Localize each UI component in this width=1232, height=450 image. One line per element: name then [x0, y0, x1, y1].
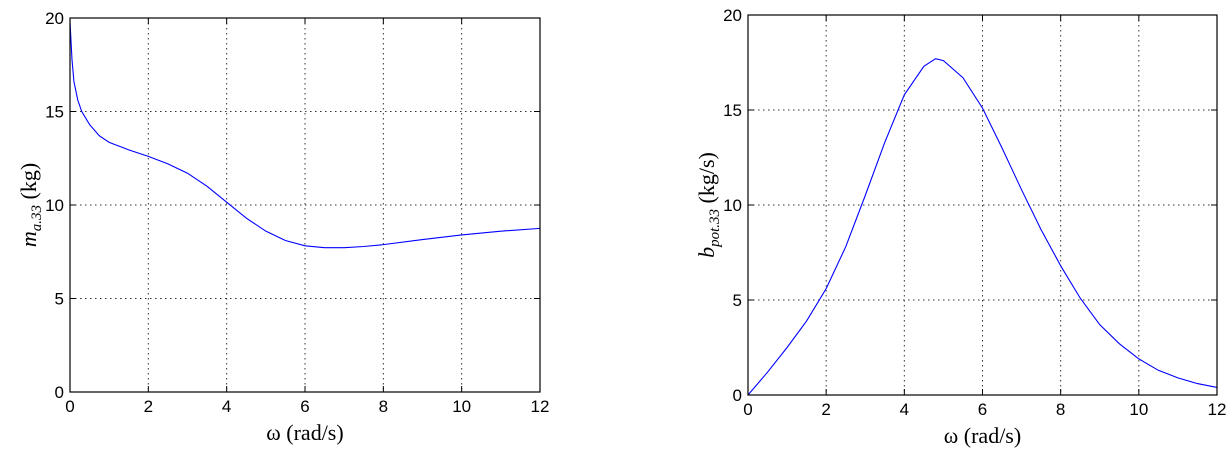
y-tick-label: 0 [55, 383, 64, 402]
y-tick-label: 5 [55, 290, 64, 309]
x-tick-label: 10 [452, 397, 471, 416]
chart-panel-damping: 0 2 4 6 8 10 12 0 5 10 15 20 ω (rad/s) bpot.33 (kg/s) [694, 6, 1226, 448]
x-tick-label: 0 [743, 400, 752, 419]
y-axis-label-unit: (kg/s) [694, 152, 719, 209]
series-line [69, 21, 541, 249]
x-tick-label: 6 [978, 400, 987, 419]
y-tick-label: 0 [733, 386, 742, 405]
x-tick-label: 12 [531, 397, 550, 416]
y-axis-label-subscript: a.33 [29, 205, 45, 231]
x-axis-label: ω (rad/s) [944, 423, 1021, 448]
y-axis-label: ma.33 (kg) [16, 163, 45, 247]
x-tick-label: 12 [1208, 400, 1227, 419]
y-axis-label-unit: (kg) [16, 163, 41, 205]
y-tick-label: 10 [45, 196, 64, 215]
y-axis-label-subscript: pot.33 [707, 209, 723, 248]
y-axis-label-symbol: b [694, 247, 719, 258]
y-axis-label-symbol: m [16, 231, 41, 247]
x-tick-label: 2 [821, 400, 830, 419]
x-tick-label: 8 [379, 397, 388, 416]
y-tick-label: 20 [45, 9, 64, 28]
y-tick-label: 15 [723, 101, 742, 120]
series-line [747, 58, 1218, 396]
y-tick-label: 5 [733, 291, 742, 310]
x-tick-label: 2 [144, 397, 153, 416]
x-tick-label: 4 [222, 397, 231, 416]
x-tick-label: 4 [900, 400, 909, 419]
y-axis-label: bpot.33 (kg/s) [694, 152, 723, 258]
x-axis-label: ω (rad/s) [266, 420, 343, 445]
x-tick-label: 0 [65, 397, 74, 416]
y-tick-label: 10 [723, 196, 742, 215]
chart-panel-added-mass: 0 2 4 6 8 10 12 0 5 10 15 20 ω (rad/s) ma.33 (kg) [16, 9, 549, 445]
x-tick-label: 8 [1056, 400, 1065, 419]
y-tick-label: 15 [45, 103, 64, 122]
x-tick-label: 6 [300, 397, 309, 416]
y-tick-label: 20 [723, 6, 742, 25]
x-tick-label: 10 [1129, 400, 1148, 419]
